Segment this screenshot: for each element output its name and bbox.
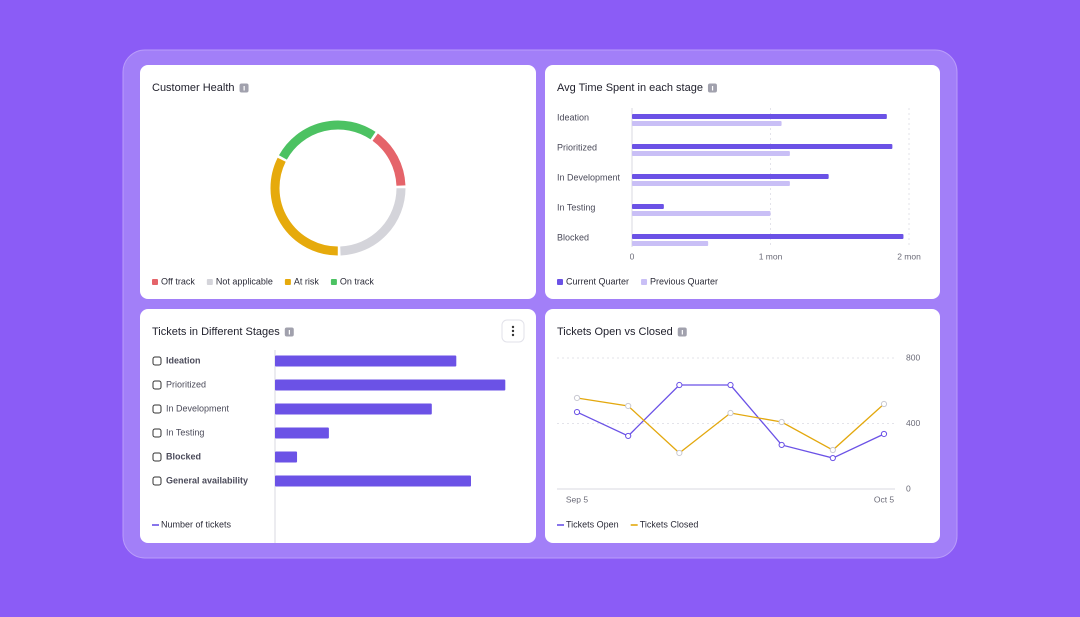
donut-segment (372, 133, 406, 186)
line-marker (880, 430, 888, 438)
stage-icon (152, 428, 162, 438)
y-tick-label: Prioritized (557, 142, 597, 152)
bar (632, 151, 790, 156)
legend-label: Current Quarter (566, 276, 629, 286)
line-marker (727, 409, 734, 417)
legend-label: Tickets Closed (640, 519, 699, 529)
bar (275, 379, 506, 391)
stage-icon (152, 404, 162, 414)
card (140, 309, 536, 543)
y-tick-label: Blocked (557, 232, 589, 242)
line-marker (676, 449, 683, 457)
card (545, 309, 940, 543)
legend-label: Not applicable (216, 276, 273, 286)
donut-segment (270, 157, 338, 256)
y-tick-label: In Testing (557, 202, 595, 212)
bar (275, 403, 432, 415)
line-marker (625, 402, 632, 410)
info-icon-glyph (288, 330, 290, 335)
legend-swatch (557, 279, 563, 285)
line-marker (880, 400, 888, 408)
donut-segment (340, 188, 406, 256)
y-tick-label: Ideation (557, 112, 589, 122)
y-tick-label: 0 (906, 483, 911, 493)
x-tick-label: 2 mon (897, 251, 921, 261)
chart-title: Avg Time Spent in each stage (557, 82, 703, 94)
chart-title: Customer Health (152, 82, 235, 94)
legend-label: Previous Quarter (650, 276, 718, 286)
info-icon-glyph (711, 86, 714, 91)
chart-title: Tickets in Different Stages (152, 326, 280, 338)
line-marker (676, 381, 683, 389)
bar (632, 234, 904, 239)
donut-segment (278, 120, 376, 160)
bar (632, 204, 664, 209)
y-tick-label: Blocked (166, 451, 201, 461)
stage-icon (152, 356, 162, 366)
line-marker (727, 381, 734, 389)
y-tick-label: Prioritized (166, 379, 206, 389)
y-tick-label: 400 (906, 418, 920, 428)
legend-label: Number of tickets (161, 519, 232, 529)
bar (632, 121, 782, 126)
bar (632, 114, 887, 119)
y-tick-label: Ideation (166, 355, 201, 365)
y-tick-label: In Development (557, 172, 621, 182)
x-tick-label: 0 (630, 251, 635, 261)
bar (632, 211, 771, 216)
legend-swatch (641, 279, 648, 285)
legend-label: Tickets Open (566, 519, 619, 529)
card (140, 65, 536, 299)
bar (632, 181, 790, 186)
x-tick-label: Sep 5 (566, 494, 588, 504)
bar (632, 174, 829, 179)
legend-swatch (152, 279, 158, 285)
legend-label: Off track (161, 276, 195, 286)
line-marker (829, 454, 836, 462)
line-marker (778, 441, 785, 449)
line-marker (625, 432, 632, 440)
bar (275, 355, 457, 367)
y-tick-label: In Development (166, 403, 230, 413)
stage-icon (152, 476, 162, 486)
line-marker (573, 394, 581, 402)
legend-swatch (206, 279, 213, 285)
chart-title: Tickets Open vs Closed (557, 326, 673, 338)
info-icon-glyph (681, 330, 683, 335)
bar (632, 144, 893, 149)
stage-icon (152, 452, 162, 462)
y-tick-label: 800 (906, 352, 920, 362)
line-marker (829, 446, 836, 454)
menu-button[interactable] (501, 319, 525, 343)
stage-icon (152, 380, 162, 390)
legend-swatch (330, 279, 337, 285)
x-tick-label: 1 mon (759, 251, 783, 261)
y-tick-label: In Testing (166, 427, 204, 437)
line-marker (573, 408, 581, 416)
y-tick-label: General availability (166, 475, 248, 485)
bar (275, 451, 298, 463)
legend-label: On track (340, 276, 375, 286)
line-marker (778, 418, 785, 426)
legend-swatch (284, 279, 291, 285)
x-tick-label: Oct 5 (874, 494, 895, 504)
info-icon-glyph (243, 86, 245, 91)
bar (275, 427, 329, 439)
legend-label: At risk (294, 276, 320, 286)
bar (632, 241, 709, 246)
bar (275, 475, 471, 487)
